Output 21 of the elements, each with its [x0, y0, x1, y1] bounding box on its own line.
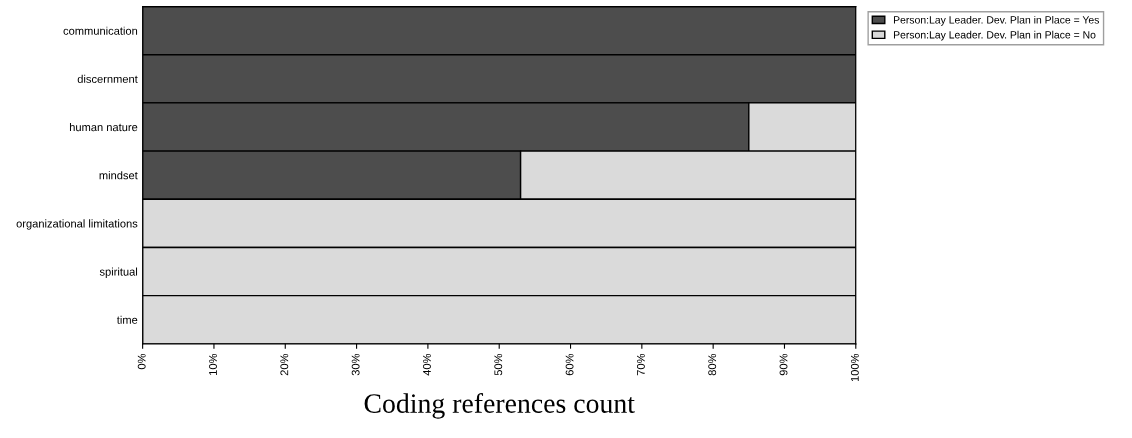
y-tick-label: spiritual: [99, 267, 138, 278]
x-tick-label: 0%: [137, 353, 146, 370]
y-tick-label: organizational limitations: [16, 219, 138, 230]
x-tick-label: 20%: [280, 353, 289, 376]
y-tick-label: discernment: [77, 74, 138, 83]
x-tick-label: 70%: [636, 353, 645, 376]
x-tick-label: 40%: [423, 353, 431, 376]
y-tick-label: mindset: [99, 171, 138, 180]
x-tick-label: 60%: [565, 353, 574, 376]
x-tick-label: 30%: [351, 353, 360, 376]
legend-label: Person:Lay Leader. Dev. Plan in Place = No: [893, 30, 1096, 41]
x-tick-label: 10%: [209, 353, 217, 375]
y-tick-label: time: [116, 315, 138, 324]
x-tick-label: 80%: [708, 353, 717, 376]
x-tick-label: 50%: [494, 353, 503, 376]
x-axis-title: Coding references count: [364, 393, 635, 419]
y-tick-label: human nature: [69, 122, 138, 132]
legend-label: Person:Lay Leader. Dev. Plan in Place = Yes: [893, 15, 1100, 26]
y-tick-label: communication: [63, 26, 138, 35]
x-tick-label: 100%: [850, 353, 859, 382]
x-tick-label: 90%: [779, 353, 788, 376]
